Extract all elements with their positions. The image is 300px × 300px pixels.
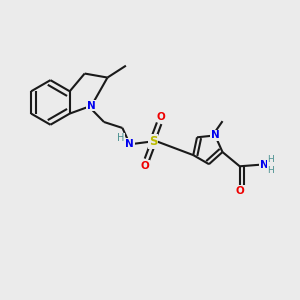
Text: N: N [260,160,269,170]
Text: O: O [235,186,244,196]
Text: H: H [117,134,124,143]
Text: N: N [125,139,134,149]
Text: O: O [140,161,149,171]
Text: S: S [149,135,157,148]
Text: O: O [157,112,166,122]
Text: H: H [268,155,274,164]
Text: H: H [268,166,274,175]
Text: N: N [211,130,220,140]
Text: N: N [87,101,96,111]
